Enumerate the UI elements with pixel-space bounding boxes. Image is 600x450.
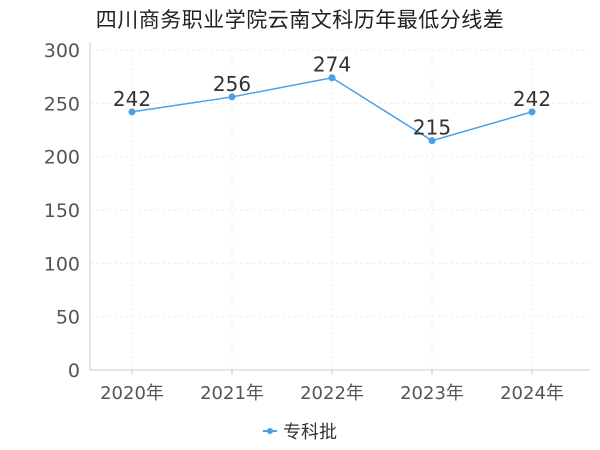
data-point	[528, 108, 536, 116]
y-tick-label: 0	[68, 360, 80, 382]
grid-lines	[90, 49, 590, 370]
y-tick-label: 250	[44, 93, 80, 115]
x-tick-label: 2020年	[100, 383, 164, 404]
y-tick-labels: 0 50 100 150 200 250 300	[44, 40, 80, 382]
legend: 专科批	[0, 418, 600, 444]
axes	[89, 42, 590, 375]
x-tick-label: 2024年	[500, 383, 564, 404]
data-label: 242	[113, 87, 151, 111]
data-point	[428, 137, 436, 145]
y-tick-label: 150	[44, 200, 80, 222]
x-tick-labels: 2020年 2021年 2022年 2023年 2024年	[100, 383, 564, 404]
y-tick-label: 50	[56, 307, 80, 329]
x-tick-label: 2023年	[400, 383, 464, 404]
data-labels: 242 256 274 215 242	[113, 53, 551, 140]
data-point	[328, 74, 336, 82]
chart-title: 四川商务职业学院云南文科历年最低分线差	[95, 8, 505, 32]
data-label: 215	[413, 116, 451, 140]
data-label: 274	[313, 53, 351, 77]
data-point	[128, 108, 136, 116]
series	[128, 74, 536, 145]
x-tick-label: 2022年	[300, 383, 364, 404]
data-point	[228, 93, 236, 101]
legend-marker	[263, 426, 277, 436]
x-tick-label: 2021年	[200, 383, 264, 404]
legend-label: 专科批	[283, 422, 337, 443]
legend-item-series[interactable]: 专科批	[263, 418, 337, 444]
y-tick-label: 200	[44, 147, 80, 169]
data-label: 242	[513, 87, 551, 111]
y-tick-label: 300	[44, 40, 80, 62]
data-label: 256	[213, 72, 251, 96]
y-tick-label: 100	[44, 253, 80, 275]
